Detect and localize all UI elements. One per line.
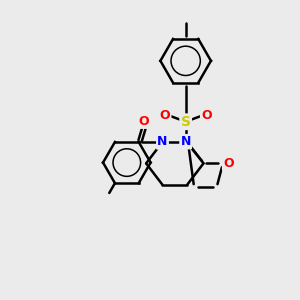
Text: O: O: [223, 157, 234, 170]
Text: O: O: [201, 109, 212, 122]
Text: O: O: [138, 115, 149, 128]
Text: O: O: [160, 109, 170, 122]
Text: N: N: [181, 135, 191, 148]
Text: S: S: [181, 115, 191, 129]
Text: N: N: [157, 136, 168, 148]
